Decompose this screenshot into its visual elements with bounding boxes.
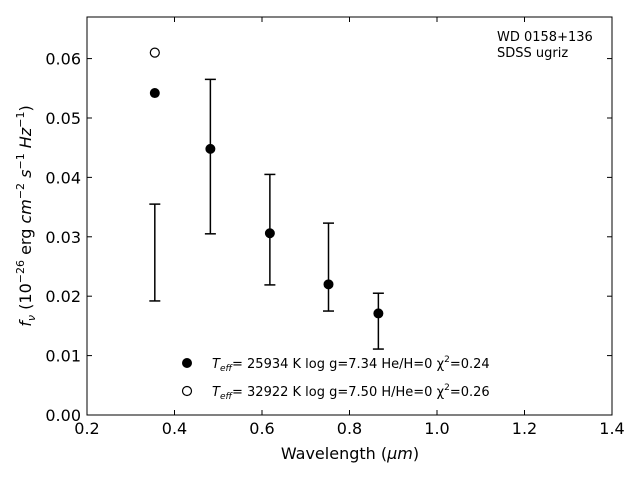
axis-ticks: 0.2 0.4 0.6 0.8 1.0 1.2 1.4 0.00 0.01 0.02 0.03 0.0… xyxy=(45,17,625,438)
y-axis-label: fν (10−26 erg cm−2 s−1 Hz−1) xyxy=(14,105,38,326)
y-tick-label: 0.03 xyxy=(45,228,81,247)
x-tick-label: 0.6 xyxy=(249,419,274,438)
model-point-filled xyxy=(205,143,216,154)
legend-entry-2: Teff= 32922 K log g=7.50 H/He=0 χ2=0.26 xyxy=(212,383,490,402)
annotation-object-name: WD 0158+136 xyxy=(497,30,593,45)
x-tick-label: 1.0 xyxy=(424,419,449,438)
legend: Teff= 25934 K log g=7.34 He/H=0 χ2=0.24 … xyxy=(181,355,490,402)
y-tick-label: 0.04 xyxy=(45,168,81,187)
x-tick-label: 1.4 xyxy=(599,419,624,438)
model-point-open xyxy=(149,47,160,58)
x-tick-label: 0.8 xyxy=(337,419,362,438)
legend-entry-1: Teff= 25934 K log g=7.34 He/H=0 χ2=0.24 xyxy=(212,355,490,374)
y-tick-label: 0.05 xyxy=(45,109,81,128)
y-tick-label: 0.06 xyxy=(45,50,81,69)
annotation-survey: SDSS ugriz xyxy=(497,46,568,61)
model-point-filled xyxy=(323,279,334,290)
x-axis-label: Wavelength (μm) xyxy=(281,444,419,463)
x-tick-label: 1.2 xyxy=(512,419,537,438)
plot-frame xyxy=(86,16,613,416)
model-point-filled xyxy=(373,308,384,319)
legend-marker-open xyxy=(181,385,193,397)
y-tick-label: 0.00 xyxy=(45,406,81,425)
x-tick-label: 0.2 xyxy=(74,419,99,438)
model-point-filled xyxy=(149,88,160,99)
y-tick-label: 0.01 xyxy=(45,347,81,366)
model-point-filled xyxy=(264,228,275,239)
data-points xyxy=(149,47,384,319)
error-bars xyxy=(149,78,384,350)
legend-marker-filled xyxy=(182,358,192,368)
x-tick-label: 0.4 xyxy=(162,419,187,438)
y-tick-label: 0.02 xyxy=(45,287,81,306)
